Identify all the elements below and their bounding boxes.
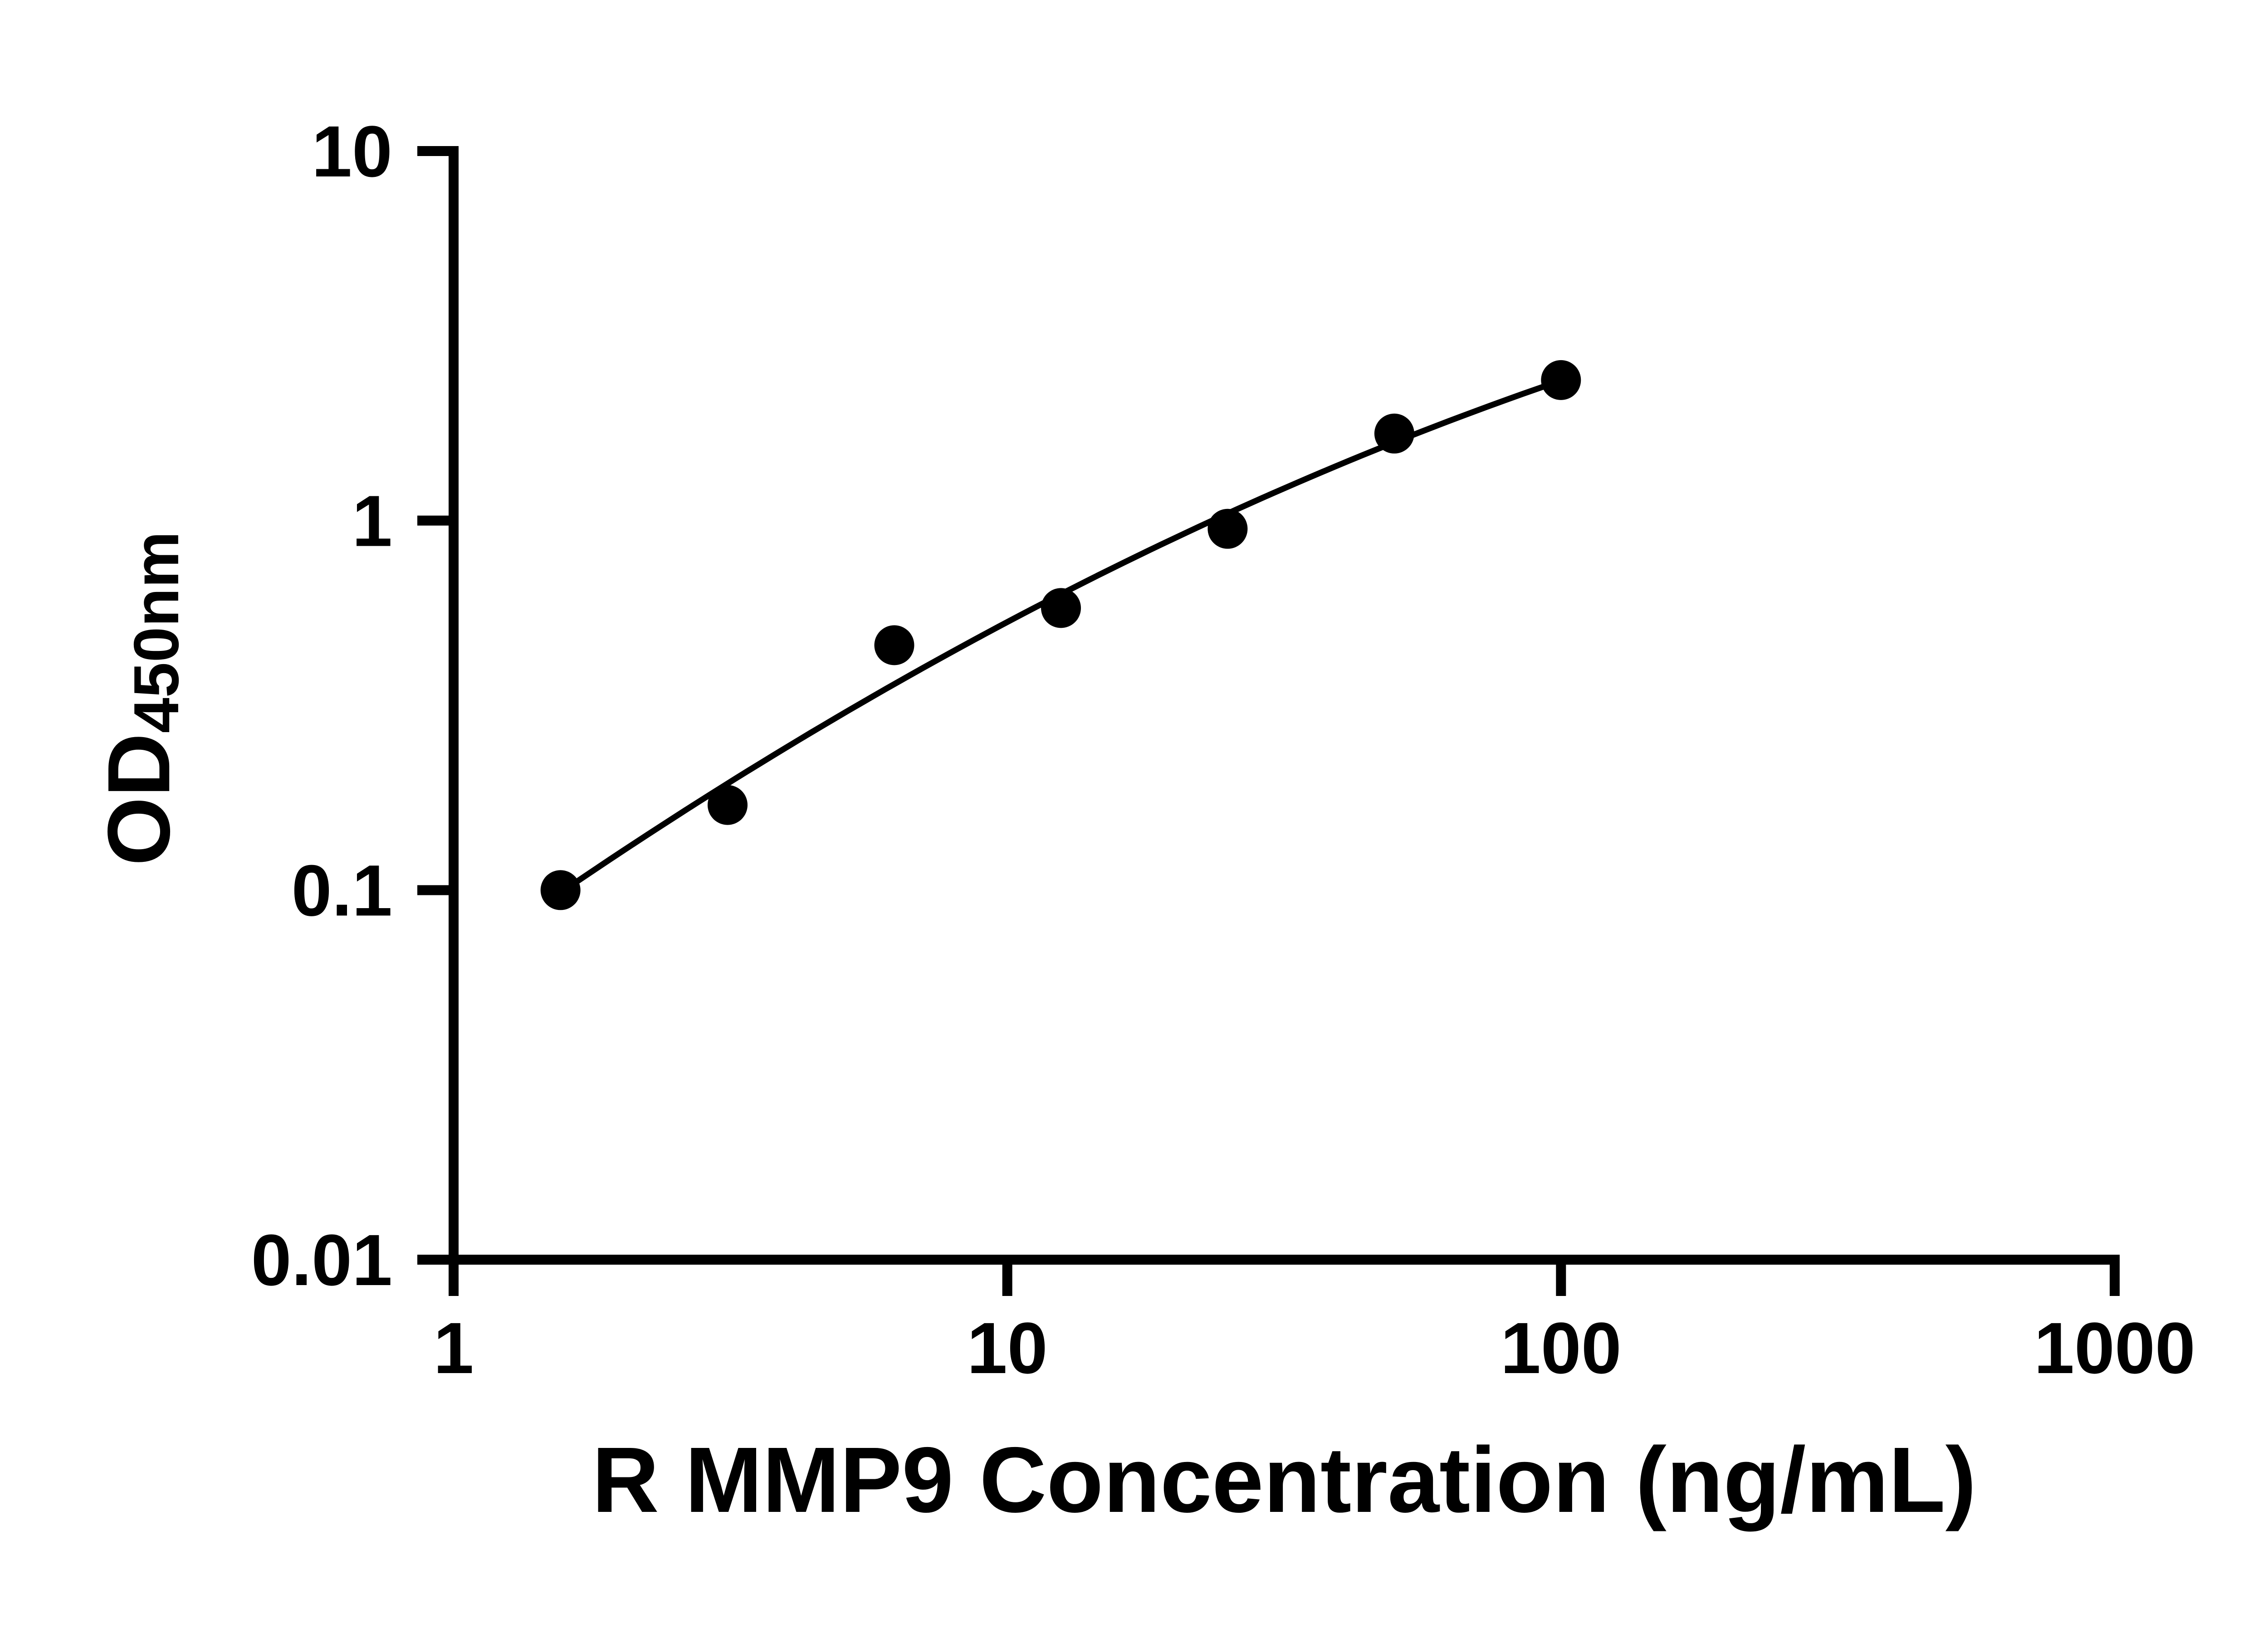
x-tick-label: 1: [434, 1307, 474, 1389]
y-axis-title-subscript: 450nm: [120, 531, 192, 733]
y-tick-label: 10: [312, 111, 392, 192]
data-point: [1374, 413, 1414, 454]
data-point: [1041, 588, 1081, 628]
y-tick-label: 1: [352, 480, 392, 562]
data-point: [708, 785, 748, 825]
y-tick-label: 0.01: [251, 1219, 392, 1301]
data-point: [540, 870, 581, 910]
x-tick-label: 1000: [2034, 1307, 2195, 1389]
y-axis-title-main: OD: [89, 733, 189, 866]
data-point: [874, 625, 914, 665]
x-tick-label: 100: [1501, 1307, 1622, 1389]
x-axis-title: R MMP9 Concentration (ng/mL): [591, 1428, 1977, 1532]
fit-curve: [557, 377, 1564, 896]
y-axis-title: OD450nm: [88, 531, 193, 865]
x-tick-label: 10: [967, 1307, 1048, 1389]
y-tick-label: 0.1: [292, 850, 392, 931]
data-point: [1207, 508, 1248, 549]
axes: [449, 146, 2120, 1265]
data-point: [1541, 360, 1581, 400]
